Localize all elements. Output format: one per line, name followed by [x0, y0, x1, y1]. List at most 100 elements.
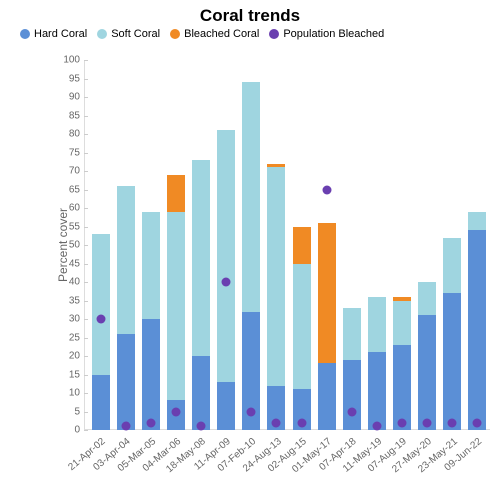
- y-tick: 95: [69, 73, 80, 84]
- soft-legend-icon: [97, 29, 107, 39]
- pop-legend-icon: [269, 29, 279, 39]
- y-tick: 80: [69, 129, 80, 140]
- y-tick: 45: [69, 258, 80, 269]
- legend-item-soft: Soft Coral: [97, 28, 160, 40]
- y-tick: 15: [69, 369, 80, 380]
- soft-bar: [468, 212, 486, 231]
- bleached-bar: [393, 297, 411, 301]
- population-bleached-point: [448, 418, 457, 427]
- bar-group: [443, 60, 461, 430]
- hard-bar: [468, 230, 486, 430]
- bar-group: [468, 60, 486, 430]
- y-tick: 0: [74, 425, 80, 436]
- y-tick: 10: [69, 388, 80, 399]
- hard-bar: [92, 375, 110, 431]
- soft-bar: [293, 264, 311, 390]
- bar-group: [192, 60, 210, 430]
- bar-group: [167, 60, 185, 430]
- soft-bar: [92, 234, 110, 375]
- bar-group: [318, 60, 336, 430]
- population-bleached-point: [171, 407, 180, 416]
- legend: Hard Coral Soft Coral Bleached Coral Popula…: [0, 28, 500, 40]
- soft-bar: [117, 186, 135, 334]
- bar-group: [92, 60, 110, 430]
- bleached-bar: [318, 223, 336, 364]
- soft-bar: [192, 160, 210, 356]
- hard-bar: [117, 334, 135, 430]
- bar-group: [142, 60, 160, 430]
- soft-bar: [167, 212, 185, 401]
- population-bleached-point: [423, 418, 432, 427]
- legend-label: Hard Coral: [34, 28, 87, 40]
- legend-item-pop: Population Bleached: [269, 28, 384, 40]
- bar-group: [293, 60, 311, 430]
- soft-bar: [343, 308, 361, 360]
- population-bleached-point: [146, 418, 155, 427]
- y-tick: 30: [69, 314, 80, 325]
- population-bleached-point: [96, 315, 105, 324]
- bar-group: [242, 60, 260, 430]
- y-tick: 35: [69, 295, 80, 306]
- bleached-legend-icon: [170, 29, 180, 39]
- bar-group: [418, 60, 436, 430]
- y-tick: 25: [69, 332, 80, 343]
- hard-bar: [418, 315, 436, 430]
- bleached-bar: [167, 175, 185, 212]
- population-bleached-point: [297, 418, 306, 427]
- y-tick: 90: [69, 92, 80, 103]
- hard-bar: [217, 382, 235, 430]
- population-bleached-point: [347, 407, 356, 416]
- population-bleached-point: [121, 422, 130, 431]
- hard-bar: [192, 356, 210, 430]
- hard-bar: [142, 319, 160, 430]
- soft-bar: [443, 238, 461, 294]
- y-axis: 0510152025303540455055606570758085909510…: [54, 60, 84, 430]
- hard-legend-icon: [20, 29, 30, 39]
- legend-label: Bleached Coral: [184, 28, 259, 40]
- legend-item-hard: Hard Coral: [20, 28, 87, 40]
- y-tick: 20: [69, 351, 80, 362]
- legend-item-bleached: Bleached Coral: [170, 28, 259, 40]
- soft-bar: [242, 82, 260, 311]
- soft-bar: [368, 297, 386, 353]
- y-tick: 70: [69, 166, 80, 177]
- y-tick: 40: [69, 277, 80, 288]
- bar-group: [267, 60, 285, 430]
- soft-bar: [418, 282, 436, 315]
- population-bleached-point: [473, 418, 482, 427]
- bars-area: 21-Apr-0203-Apr-0405-Mar-0504-Mar-0618-M…: [88, 60, 490, 430]
- hard-bar: [443, 293, 461, 430]
- legend-label: Soft Coral: [111, 28, 160, 40]
- population-bleached-point: [272, 418, 281, 427]
- population-bleached-point: [322, 185, 331, 194]
- population-bleached-point: [222, 278, 231, 287]
- y-tick: 55: [69, 221, 80, 232]
- y-tick: 65: [69, 184, 80, 195]
- bleached-bar: [293, 227, 311, 264]
- legend-label: Population Bleached: [283, 28, 384, 40]
- soft-bar: [142, 212, 160, 319]
- bar-group: [368, 60, 386, 430]
- y-tick: 5: [74, 406, 80, 417]
- population-bleached-point: [197, 422, 206, 431]
- y-tick: 85: [69, 110, 80, 121]
- bleached-bar: [267, 164, 285, 168]
- bar-group: [217, 60, 235, 430]
- bar-group: [393, 60, 411, 430]
- y-tick: 100: [63, 55, 80, 66]
- y-tick: 75: [69, 147, 80, 158]
- hard-bar: [343, 360, 361, 430]
- chart-container: Coral trends Hard Coral Soft Coral Bleache…: [0, 0, 500, 500]
- population-bleached-point: [372, 422, 381, 431]
- soft-bar: [267, 167, 285, 385]
- hard-bar: [368, 352, 386, 430]
- population-bleached-point: [247, 407, 256, 416]
- soft-bar: [393, 301, 411, 345]
- soft-bar: [217, 130, 235, 382]
- bar-group: [343, 60, 361, 430]
- bar-group: [117, 60, 135, 430]
- y-tick: 50: [69, 240, 80, 251]
- plot-area: Percent cover 05101520253035404550556065…: [54, 60, 490, 430]
- hard-bar: [318, 363, 336, 430]
- chart-title: Coral trends: [0, 0, 500, 28]
